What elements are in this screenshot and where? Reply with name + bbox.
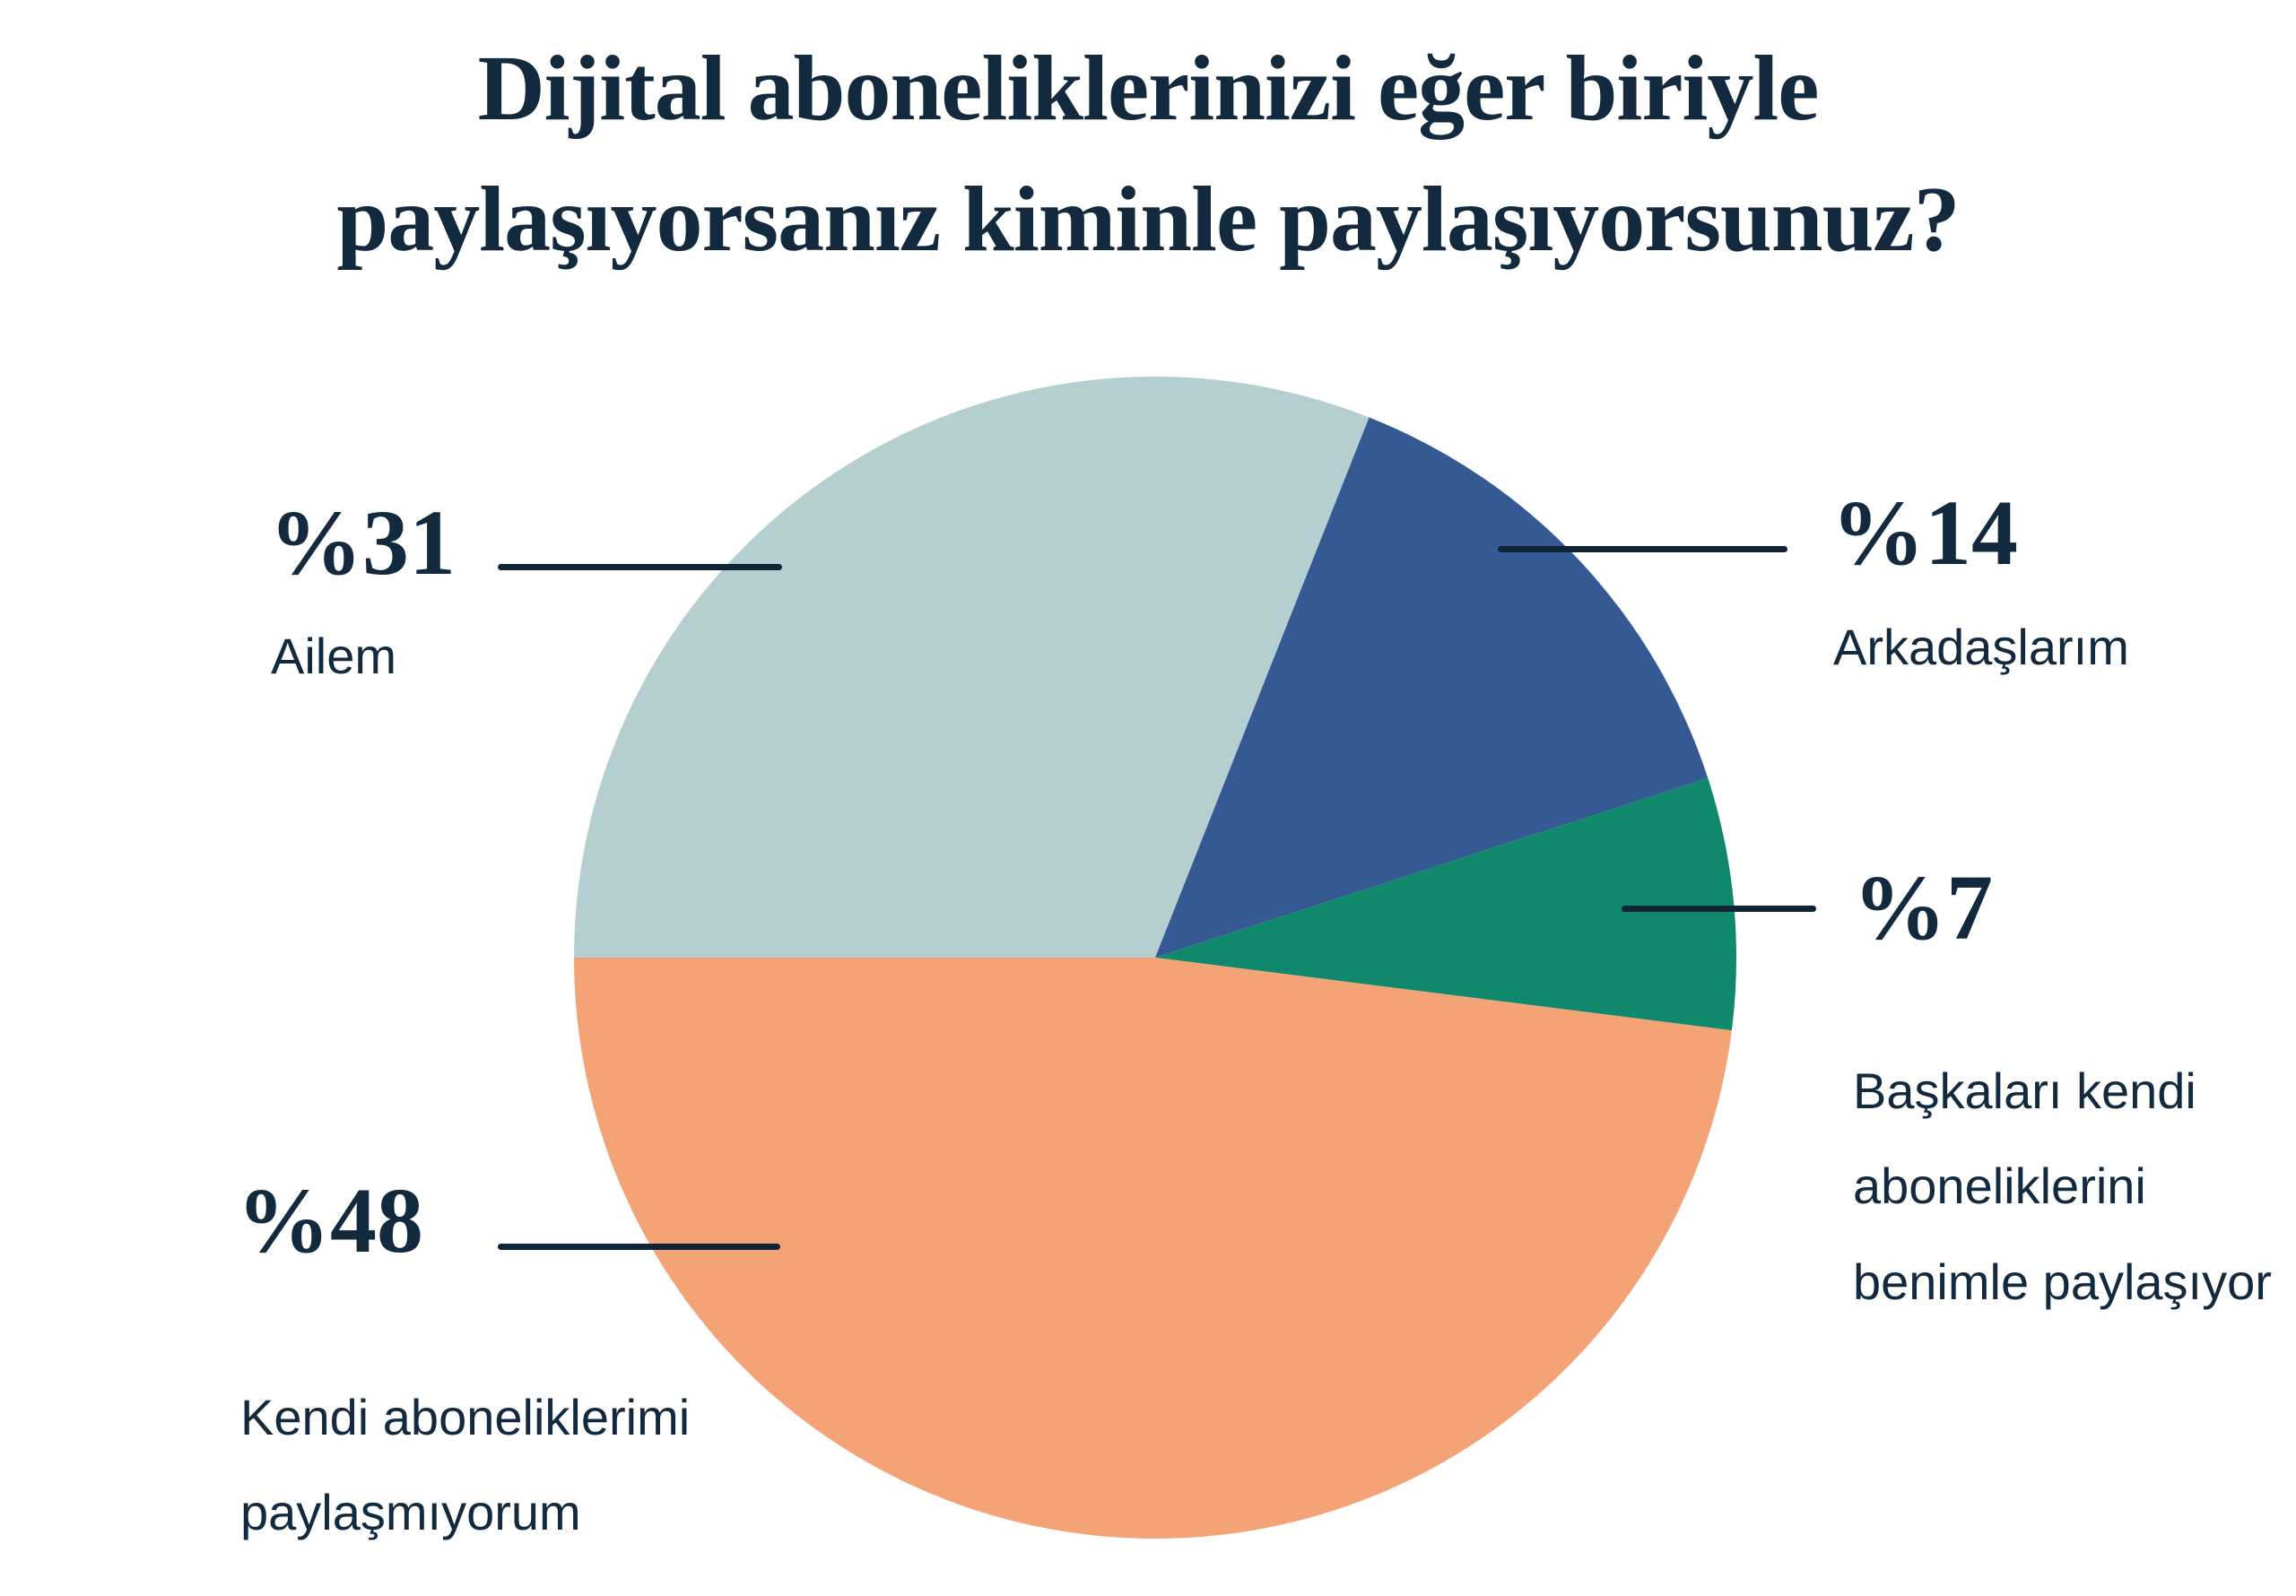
pie-chart — [574, 376, 1736, 1540]
pie-slice-2 — [1155, 777, 1736, 1031]
callout-ailem-percent: %31 — [269, 491, 456, 594]
callout-baskalari-label: Başkaları kendi aboneliklerini benimle p… — [1853, 1063, 2272, 1310]
callout-kendi-percent: %48 — [237, 1169, 423, 1272]
callout-arkadaslarim-percent: %14 — [1831, 481, 2018, 585]
pie-slice-3 — [574, 958, 1732, 1540]
chart-title: Dijital aboneliklerinizi eğer biriyle pa… — [0, 23, 2296, 284]
callout-baskalari-percent: %7 — [1853, 856, 1993, 959]
leader-line-baskalari — [1622, 906, 1816, 912]
leader-line-kendi — [498, 1244, 780, 1250]
callout-kendi-label: Kendi aboneliklerimi paylaşmıyorum — [240, 1389, 691, 1541]
pie-slice-1 — [1155, 417, 1709, 958]
callout-ailem-label: Ailem — [271, 628, 397, 684]
callout-arkadaslarim-label: Arkadaşlarım — [1833, 619, 2129, 675]
pie-slice-0 — [574, 376, 1370, 958]
leader-line-arkadaslarim — [1498, 546, 1787, 552]
pie-chart-container — [572, 375, 1738, 1540]
leader-line-ailem — [498, 564, 782, 570]
chart-title-line-2: paylaşıyorsanız kiminle paylaşıyorsunuz? — [336, 167, 1960, 271]
chart-title-line-1: Dijital aboneliklerinizi eğer biriyle — [477, 37, 1820, 140]
